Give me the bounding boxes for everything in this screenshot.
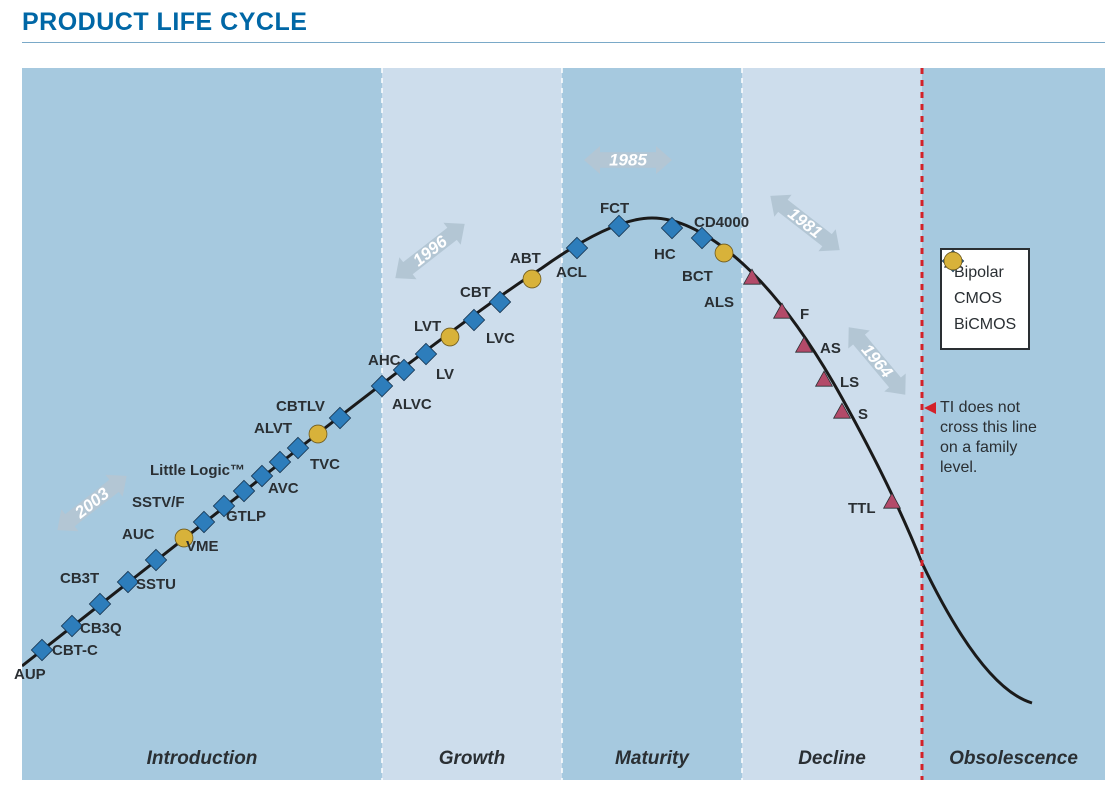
marker-label-sstu: SSTU xyxy=(136,576,176,593)
marker-label-tvc: TVC xyxy=(310,456,340,473)
marker-label-s: S xyxy=(858,406,868,423)
lifecycle-chart: IntroductionGrowthMaturityDeclineObsoles… xyxy=(22,68,1105,780)
marker-label-ls: LS xyxy=(840,374,859,391)
marker-label-cbt: CBT xyxy=(460,284,491,301)
marker-label-cbtc: CBT-C xyxy=(52,642,98,659)
marker-label-aup: AUP xyxy=(14,666,46,683)
marker-label-auc: AUC xyxy=(122,526,155,543)
marker-label-as: AS xyxy=(820,340,841,357)
marker-label-lv: LV xyxy=(436,366,454,383)
marker-label-alvc: ALVC xyxy=(392,396,432,413)
note-triangle-icon xyxy=(922,400,1019,480)
legend-item-bicmos: BiCMOS xyxy=(954,312,1016,338)
obsolescence-note: TI does notcross this lineon a familylev… xyxy=(940,398,1037,478)
year-arrow-1981: 1981 xyxy=(762,185,849,261)
marker-label-acl: ACL xyxy=(556,264,587,281)
page-title: PRODUCT LIFE CYCLE xyxy=(22,8,307,37)
marker-label-ahc: AHC xyxy=(368,352,401,369)
marker-label-bct: BCT xyxy=(682,268,713,285)
legend: BipolarCMOSBiCMOS xyxy=(940,248,1030,350)
marker-label-cb3t: CB3T xyxy=(60,570,99,587)
marker-label-cd4000: CD4000 xyxy=(694,214,749,231)
marker-label-hc: HC xyxy=(654,246,676,263)
bicmos-icon xyxy=(942,250,1028,348)
marker-label-fct: FCT xyxy=(600,200,629,217)
title-rule xyxy=(22,42,1105,43)
marker-label-gtlp: GTLP xyxy=(226,508,266,525)
marker-label-f: F xyxy=(800,306,809,323)
marker-label-cbtlv: CBTLV xyxy=(276,398,325,415)
marker-label-alvt: ALVT xyxy=(254,420,292,437)
marker-label-ll: Little Logic™ xyxy=(150,462,245,479)
marker-label-sstvf: SSTV/F xyxy=(132,494,185,511)
year-arrow-1985: 1985 xyxy=(584,146,672,174)
year-arrow-1996: 1996 xyxy=(387,213,474,289)
marker-label-lvc: LVC xyxy=(486,330,515,347)
marker-label-als: ALS xyxy=(704,294,734,311)
marker-label-cb3q: CB3Q xyxy=(80,620,122,637)
marker-label-lvt: LVT xyxy=(414,318,441,335)
marker-label-avc: AVC xyxy=(268,480,299,497)
svg-text:1985: 1985 xyxy=(609,151,647,170)
marker-label-vme: VME xyxy=(186,538,219,555)
marker-label-ttl: TTL xyxy=(848,500,876,517)
marker-label-abt: ABT xyxy=(510,250,541,267)
